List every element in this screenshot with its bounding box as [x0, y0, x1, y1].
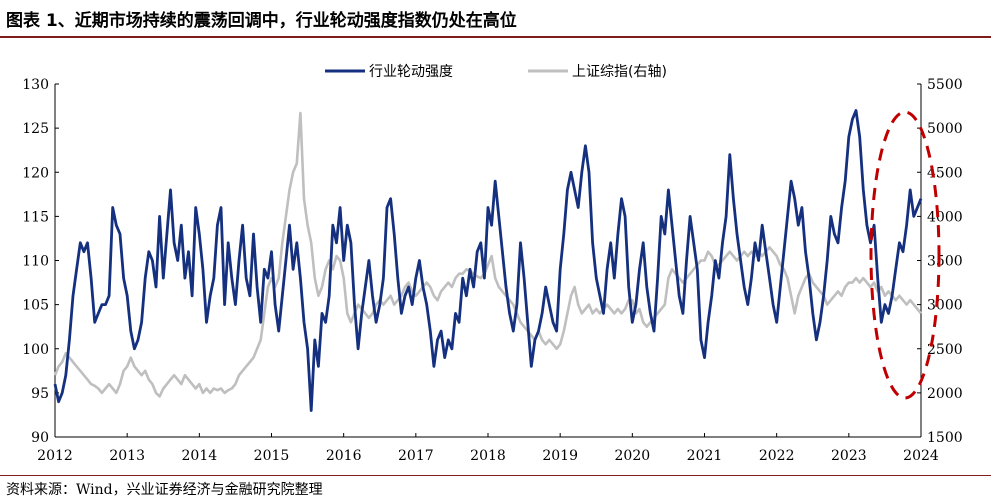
x-tick-label: 2021: [687, 448, 723, 464]
y-left-tick-label: 105: [22, 298, 49, 314]
y-left-tick-label: 120: [22, 165, 49, 181]
y-right-tick-label: 2000: [927, 386, 963, 402]
legend-label: 上证综指(右轴): [572, 64, 667, 80]
y-right-tick-label: 3000: [927, 298, 963, 314]
y-right-tick-label: 4000: [927, 209, 963, 225]
x-tick-label: 2013: [109, 448, 145, 464]
chart-annotation: [869, 110, 941, 400]
y-left-tick-label: 130: [22, 77, 49, 93]
y-left-tick-label: 90: [31, 430, 49, 446]
legend-label: 行业轮动强度: [369, 64, 453, 80]
y-left-tick-label: 95: [31, 386, 49, 402]
chart-legend: 行业轮动强度 上证综指(右轴): [325, 64, 667, 80]
x-tick-label: 2023: [831, 448, 867, 464]
y-right-tick-label: 5500: [927, 77, 963, 93]
x-tick-label: 2018: [470, 448, 506, 464]
x-tick-label: 2014: [182, 448, 218, 464]
x-tick-label: 2019: [542, 448, 578, 464]
source-rule: [0, 475, 991, 476]
title-rule: [0, 36, 991, 38]
y-right-tick-label: 5000: [927, 121, 963, 137]
y-left-tick-label: 100: [22, 342, 49, 358]
x-tick-label: 2015: [254, 448, 290, 464]
chart-title: 图表 1、近期市场持续的震荡回调中，行业轮动强度指数仍处在高位: [6, 11, 517, 31]
series-line-index: [53, 111, 923, 398]
y-right-tick-label: 4500: [927, 165, 963, 181]
series-layer: [53, 109, 923, 412]
y-left-tick-label: 125: [22, 121, 49, 137]
chart-axes: 90 95 100 105 110 115 120 125 130 1500 2000 2500 300…: [22, 77, 962, 464]
y-right-tick-label: 3500: [927, 254, 963, 270]
x-tick-label: 2020: [615, 448, 651, 464]
x-tick-label: 2016: [326, 448, 362, 464]
y-right-tick-label: 1500: [927, 430, 963, 446]
x-tick-label: 2017: [398, 448, 434, 464]
source-note: 资料来源：Wind，兴业证券经济与金融研究院整理: [6, 482, 323, 498]
x-tick-label: 2022: [759, 448, 795, 464]
x-tick-label: 2012: [37, 448, 73, 464]
y-right-tick-label: 2500: [927, 342, 963, 358]
x-tick-label: 2024: [903, 448, 939, 464]
series-line-rotation: [53, 109, 923, 412]
y-left-tick-label: 110: [22, 254, 49, 270]
highlight-ellipse: [869, 110, 941, 400]
y-left-tick-label: 115: [22, 209, 49, 225]
